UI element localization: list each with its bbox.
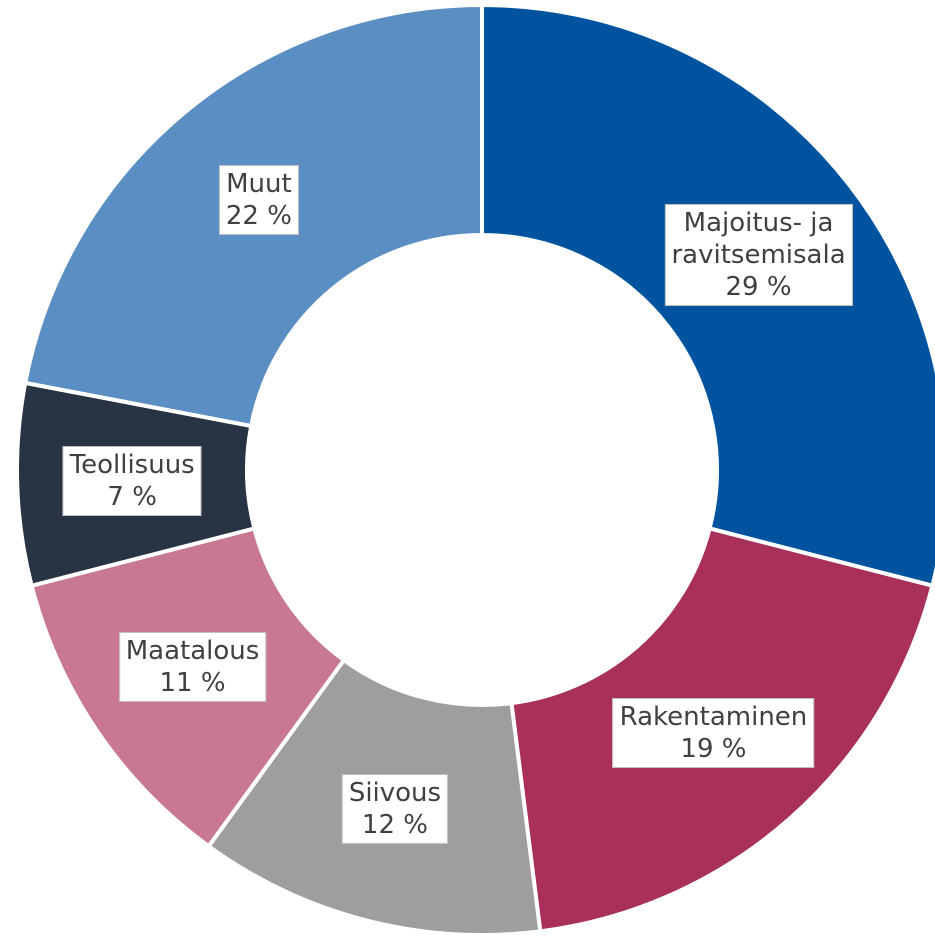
data-label: Maatalous 11 %: [118, 631, 267, 702]
category-label: Maatalous: [125, 635, 260, 666]
category-label: Majoitus- ja ravitsemisala: [671, 208, 846, 271]
category-label: Siivous: [348, 778, 442, 808]
data-label: Majoitus- ja ravitsemisala 29 %: [664, 204, 853, 307]
value-label: 11 %: [159, 667, 226, 698]
value-label: 22 %: [225, 201, 292, 232]
data-label: Rakentaminen 19 %: [612, 697, 815, 768]
value-label: 7 %: [107, 481, 157, 512]
category-label: Teollisuus: [69, 449, 195, 480]
value-label: 29 %: [725, 272, 792, 303]
data-label: Siivous 12 %: [341, 774, 449, 844]
category-label: Muut: [226, 169, 292, 200]
data-label: Muut 22 %: [218, 165, 299, 236]
value-label: 12 %: [361, 810, 428, 840]
category-label: Rakentaminen: [619, 701, 808, 732]
data-label: Teollisuus 7 %: [62, 445, 202, 516]
value-label: 19 %: [680, 733, 747, 764]
